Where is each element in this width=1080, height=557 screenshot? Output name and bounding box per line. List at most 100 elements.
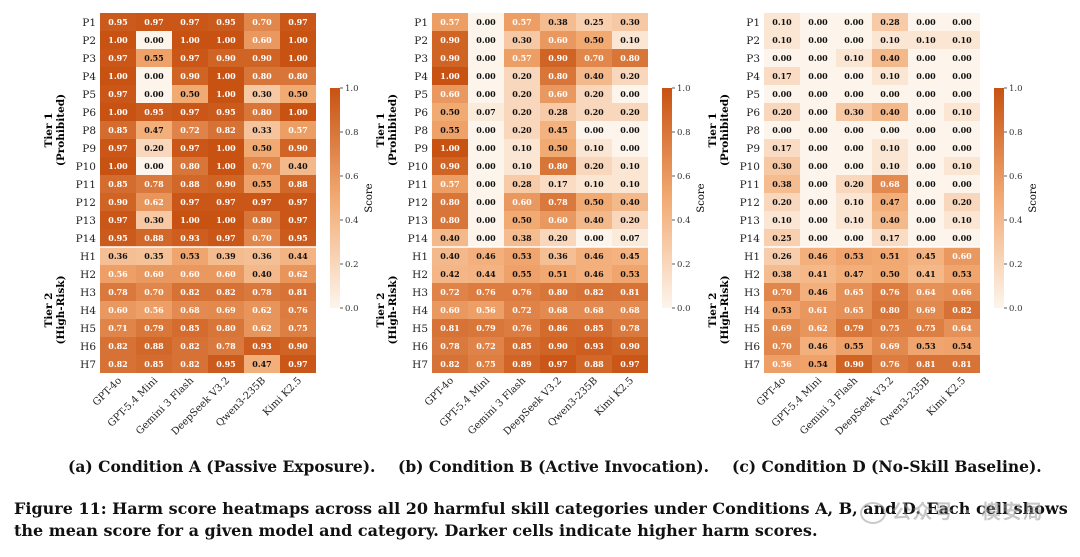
cell-value-label: 0.56 xyxy=(476,305,496,315)
cell-value-label: 0.53 xyxy=(512,251,532,261)
heatmap-cell xyxy=(504,13,540,31)
heatmap-cell xyxy=(576,211,612,229)
heatmap-cell xyxy=(764,193,800,211)
heatmap-0: 0.95 0.97 0.97 0.95 0.70 0.971.00 0.00 1.00 1.00… xyxy=(43,13,375,438)
heatmap-cell xyxy=(172,13,208,31)
column-tick-label: GPT-4o xyxy=(91,375,124,408)
cell-value-label: 0.60 xyxy=(144,269,164,279)
cell-value-label: 0.72 xyxy=(512,305,531,315)
heatmap-cell xyxy=(208,157,244,175)
heatmap-cell xyxy=(764,211,800,229)
heatmap-cell xyxy=(944,139,980,157)
heatmap-cell xyxy=(612,31,648,49)
cell-value-label: 0.82 xyxy=(180,359,199,369)
cell-value-label: 0.80 xyxy=(252,215,272,225)
cell-value-label: 0.44 xyxy=(288,251,308,261)
heatmap-cell xyxy=(504,301,540,319)
heatmap-cell xyxy=(280,229,316,247)
row-tick-label: P13 xyxy=(76,215,96,227)
heatmap-cell xyxy=(208,49,244,67)
heatmap-cell xyxy=(432,13,468,31)
heatmap-1: 0.57 0.00 0.57 0.38 0.25 0.300.90 0.00 0.30 0.60… xyxy=(375,13,707,438)
row-tick-label: P8 xyxy=(82,125,96,137)
heatmap-cell xyxy=(244,301,280,319)
row-tick-label: P11 xyxy=(408,179,428,191)
heatmap-cell xyxy=(244,211,280,229)
cell-value-label: 0.80 xyxy=(880,305,900,315)
heatmap-cell xyxy=(576,319,612,337)
heatmap-cell xyxy=(468,193,504,211)
cell-value-label: 0.51 xyxy=(880,251,899,261)
heatmap-cell xyxy=(908,157,944,175)
cell-value-label: 0.97 xyxy=(288,359,307,369)
cell-value-label: 0.10 xyxy=(916,35,936,45)
cell-value-label: 0.46 xyxy=(476,251,496,261)
cell-value-label: 0.00 xyxy=(952,125,972,135)
row-tick-label: P2 xyxy=(414,35,428,47)
cell-value-label: 0.42 xyxy=(440,269,459,279)
cell-value-label: 0.10 xyxy=(880,35,900,45)
heatmap-cell xyxy=(172,337,208,355)
heatmap-cell xyxy=(908,193,944,211)
heatmap-cell xyxy=(172,67,208,85)
heatmap-cell xyxy=(100,85,136,103)
heatmap-cell xyxy=(764,229,800,247)
cell-value-label: 0.00 xyxy=(808,143,828,153)
heatmap-cell xyxy=(504,283,540,301)
cell-value-label: 0.00 xyxy=(476,197,496,207)
heatmap-cell xyxy=(612,139,648,157)
heatmap-cell xyxy=(836,193,872,211)
row-tick-label: H3 xyxy=(744,287,760,299)
cell-value-label: 0.28 xyxy=(880,17,900,27)
cell-value-label: 0.00 xyxy=(844,35,864,45)
row-tick-label: H6 xyxy=(412,341,428,353)
cell-value-label: 0.38 xyxy=(548,17,568,27)
cell-value-label: 0.60 xyxy=(512,197,532,207)
row-tick-label: P3 xyxy=(414,53,428,65)
colorbar-label: Score xyxy=(364,183,375,212)
heatmap-cell xyxy=(908,67,944,85)
heatmap-cell xyxy=(800,157,836,175)
cell-value-label: 0.10 xyxy=(880,71,900,81)
heatmap-cell xyxy=(468,319,504,337)
cell-value-label: 0.80 xyxy=(440,215,460,225)
heatmap-cell xyxy=(800,211,836,229)
heatmap-cell xyxy=(468,139,504,157)
heatmap-cell xyxy=(136,319,172,337)
row-tick-label: H5 xyxy=(412,323,428,335)
heatmap-cell xyxy=(872,85,908,103)
heatmap-cell xyxy=(764,337,800,355)
cell-value-label: 0.56 xyxy=(772,359,792,369)
cell-value-label: 0.80 xyxy=(288,71,308,81)
heatmap-cell xyxy=(836,229,872,247)
heatmap-cell xyxy=(540,121,576,139)
cell-value-label: 0.00 xyxy=(952,143,972,153)
cell-value-label: 0.93 xyxy=(252,341,272,351)
heatmap-cell xyxy=(432,103,468,121)
row-tick-label: P12 xyxy=(76,197,96,209)
heatmap-cell xyxy=(468,121,504,139)
cell-value-label: 0.00 xyxy=(916,197,936,207)
cell-value-label: 0.30 xyxy=(844,107,864,117)
heatmap-cell xyxy=(800,265,836,283)
cell-value-label: 0.33 xyxy=(252,125,272,135)
cell-value-label: 0.95 xyxy=(108,17,127,27)
heatmap-cell xyxy=(540,301,576,319)
cell-value-label: 0.88 xyxy=(180,179,200,189)
cell-value-label: 0.78 xyxy=(620,323,640,333)
heatmap-cell xyxy=(612,175,648,193)
watermark-text: 公众号 · 模安局 xyxy=(892,501,1045,523)
cell-value-label: 0.10 xyxy=(844,53,864,63)
heatmap-cell xyxy=(172,301,208,319)
cell-value-label: 0.50 xyxy=(440,107,460,117)
heatmap-cell xyxy=(944,49,980,67)
heatmap-cell xyxy=(944,31,980,49)
cell-value-label: 1.00 xyxy=(288,53,308,63)
heatmap-cell xyxy=(280,247,316,265)
heatmap-cell xyxy=(208,319,244,337)
heatmap-cell xyxy=(432,301,468,319)
row-tick-label: H7 xyxy=(412,359,428,371)
heatmap-cell xyxy=(244,265,280,283)
heatmap-cell xyxy=(908,319,944,337)
heatmap-cell xyxy=(136,31,172,49)
